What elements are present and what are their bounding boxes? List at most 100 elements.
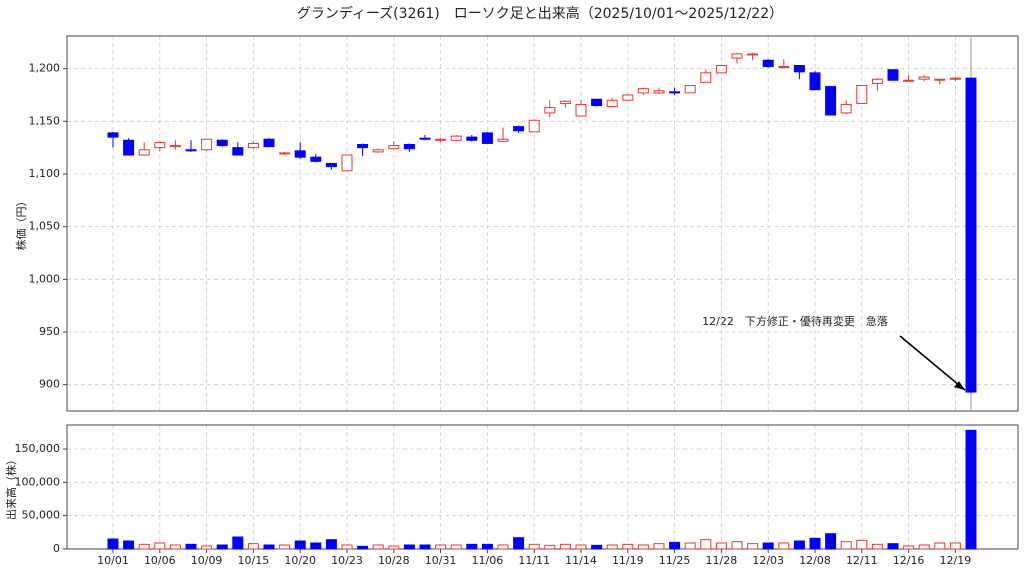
candle-body (169, 145, 181, 148)
candle-body (887, 69, 899, 81)
candle-body (856, 85, 868, 104)
candle-body (232, 147, 244, 156)
x-tick-label: 11/11 (518, 554, 550, 567)
candle-body (778, 66, 790, 69)
candle-body (263, 138, 275, 148)
candle-body (497, 138, 509, 142)
volume-bar (107, 538, 119, 550)
volume-bar (544, 544, 556, 550)
volume-bar (138, 543, 150, 550)
y-tick-label: 50,000 (22, 509, 61, 522)
candle-body (793, 64, 805, 73)
y-tick-label: 0 (53, 542, 60, 555)
volume-bar (388, 545, 400, 550)
volume-bar (591, 544, 603, 550)
candle-body (840, 103, 852, 114)
volume-bar (903, 545, 915, 550)
candle-body (653, 90, 665, 94)
volume-bar (372, 544, 384, 550)
candle-body (450, 135, 462, 141)
volume-bar (419, 544, 431, 550)
plot-frame (66, 424, 1019, 550)
y-tick-label: 1,200 (29, 62, 61, 75)
volume-bar (341, 544, 353, 550)
candle-body (123, 139, 135, 156)
candle-body (762, 59, 774, 68)
volume-bar (637, 544, 649, 550)
x-tick-label: 12/16 (893, 554, 925, 567)
volume-bar (918, 544, 930, 550)
candle-body (138, 149, 150, 156)
candle-body (903, 79, 915, 82)
volume-bar (247, 543, 259, 550)
candle-body (606, 99, 618, 108)
annotation-arrowhead (954, 381, 965, 391)
plot-frame (66, 35, 1019, 412)
y-tick-label: 900 (39, 378, 60, 391)
volume-bar (357, 545, 369, 550)
candle-body (809, 72, 821, 91)
candle-body (279, 152, 291, 155)
volume-bar (934, 542, 946, 550)
volume-bar (965, 429, 977, 550)
x-tick-label: 12/08 (799, 554, 831, 567)
volume-bar (123, 540, 135, 550)
x-tick-label: 11/19 (612, 554, 644, 567)
y-tick-label: 150,000 (15, 442, 61, 455)
x-tick-label: 10/01 (97, 554, 129, 567)
x-tick-label: 10/06 (144, 554, 176, 567)
volume-bar (513, 537, 525, 550)
candle-body (435, 138, 447, 141)
volume-bar (809, 537, 821, 550)
y-tick-label: 1,100 (29, 167, 61, 180)
volume-bar (403, 544, 415, 550)
candle-body (637, 88, 649, 94)
x-tick-label: 11/25 (659, 554, 691, 567)
candle-body (544, 107, 556, 114)
volume-bar (325, 539, 337, 550)
x-tick-label: 10/09 (191, 554, 223, 567)
volume-bar (232, 536, 244, 550)
x-tick-label: 11/06 (472, 554, 504, 567)
volume-bar (700, 539, 712, 550)
volume-bar (747, 543, 759, 550)
volume-bar (949, 542, 961, 550)
volume-bar (279, 544, 291, 550)
volume-bar (263, 544, 275, 550)
volume-bar (310, 542, 322, 550)
volume-bar (793, 540, 805, 550)
volume-bar (169, 544, 181, 550)
candle-body (247, 142, 259, 149)
y-tick-label: 1,150 (29, 114, 61, 127)
candle-body (918, 76, 930, 80)
candle-body (513, 126, 525, 132)
x-tick-label: 10/15 (238, 554, 270, 567)
volume-bar (216, 544, 228, 550)
candle-body (107, 132, 119, 138)
x-tick-label: 10/20 (284, 554, 316, 567)
volume-bar (669, 541, 681, 550)
x-tick-label: 10/31 (425, 554, 457, 567)
volume-bar (435, 544, 447, 550)
candle-body (294, 150, 306, 158)
candle-body (154, 141, 166, 149)
candle-body (965, 77, 977, 393)
volume-bar (762, 542, 774, 550)
volume-bar (825, 533, 837, 550)
candle-body (700, 72, 712, 83)
candle-body (669, 91, 681, 94)
volume-bar (871, 543, 883, 550)
candle-body (934, 78, 946, 81)
volume-bar (778, 542, 790, 550)
x-tick-label: 10/23 (331, 554, 363, 567)
volume-bar (201, 545, 213, 550)
volume-bar (294, 540, 306, 550)
candle-body (949, 77, 961, 80)
volume-bar (856, 539, 868, 550)
volume-bar (185, 543, 197, 550)
volume-bar (481, 543, 493, 550)
candle-body (731, 53, 743, 59)
candle-body (466, 136, 478, 141)
candle-body (559, 100, 571, 104)
volume-bar (497, 544, 509, 550)
